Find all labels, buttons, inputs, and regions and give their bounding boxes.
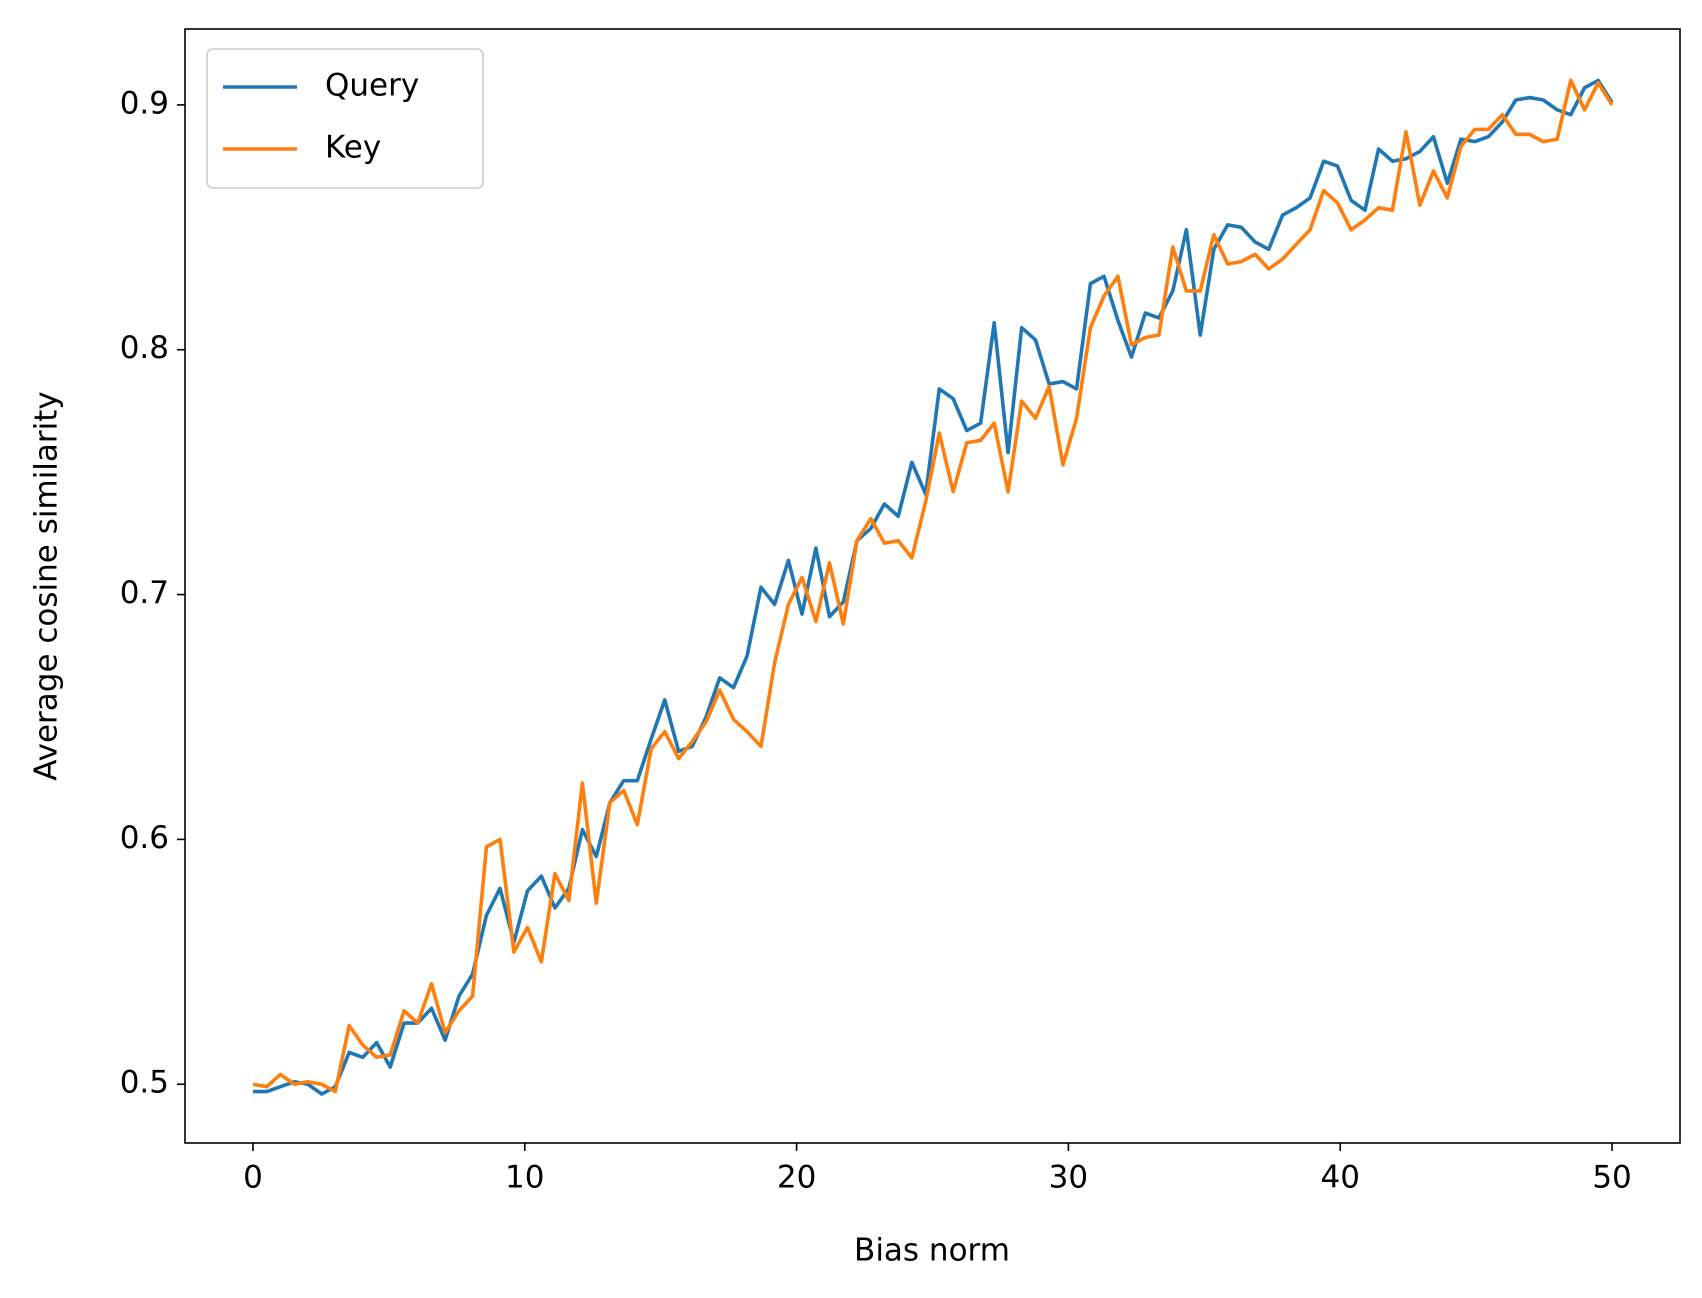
y-axis-label: Average cosine similarity (29, 391, 65, 781)
legend-box (206, 48, 484, 189)
line-series (252, 78, 1614, 1096)
x-tick-label: 30 (1049, 1160, 1088, 1196)
line-series (252, 78, 1614, 1094)
y-tick-label: 0.5 (120, 1065, 169, 1101)
legend-label: Key (325, 130, 381, 166)
x-axis-label: Bias norm (854, 1233, 1010, 1269)
y-tick-label: 0.8 (120, 330, 169, 366)
x-tick-label: 40 (1321, 1160, 1360, 1196)
x-tick-label: 20 (777, 1160, 816, 1196)
y-tick-label: 0.6 (120, 820, 169, 856)
y-tick-label: 0.9 (120, 85, 169, 121)
y-tick-label: 0.7 (120, 575, 169, 611)
x-tick-label: 50 (1592, 1160, 1631, 1196)
legend-label: Query (325, 68, 419, 104)
x-tick-label: 10 (505, 1160, 544, 1196)
plot-frame (184, 28, 1681, 1144)
x-tick-label: 0 (243, 1160, 263, 1196)
